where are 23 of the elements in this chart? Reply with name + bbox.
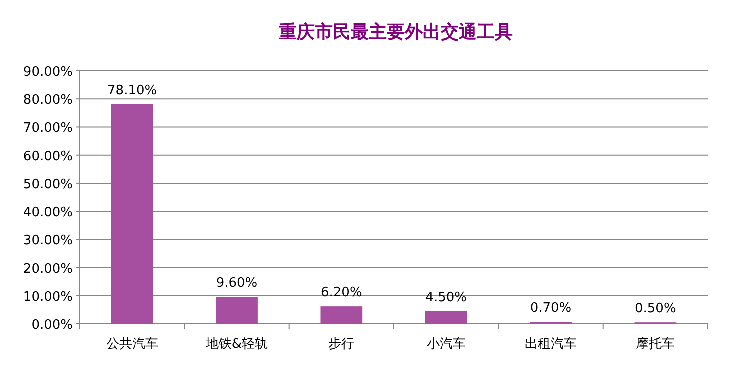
y-tick-label: 70.00% bbox=[23, 121, 73, 136]
x-tick-label: 小汽车 bbox=[426, 337, 466, 352]
y-tick-label: 30.00% bbox=[23, 234, 73, 249]
data-label: 6.20% bbox=[321, 286, 362, 301]
x-tick-label: 摩托车 bbox=[636, 337, 676, 352]
x-tick-label: 步行 bbox=[328, 337, 355, 352]
x-tick-label: 地铁&轻轨 bbox=[204, 337, 268, 352]
y-tick-label: 90.00% bbox=[23, 65, 73, 80]
y-tick-label: 10.00% bbox=[23, 290, 73, 305]
y-tick-label: 40.00% bbox=[23, 206, 73, 221]
y-tick-label: 0.00% bbox=[32, 318, 73, 333]
data-label: 78.10% bbox=[108, 83, 158, 98]
y-tick-label: 80.00% bbox=[23, 93, 73, 108]
data-label: 9.60% bbox=[216, 276, 258, 292]
y-tick-label: 50.00% bbox=[23, 177, 73, 192]
y-tick-label: 60.00% bbox=[23, 149, 73, 164]
data-label: 4.50% bbox=[426, 290, 467, 306]
y-tick-label: 20.00% bbox=[23, 262, 73, 277]
x-tick-label: 出租汽车 bbox=[525, 337, 577, 352]
data-label: 0.70% bbox=[530, 301, 572, 316]
chart-title: 重庆市民最主要外出交通工具 bbox=[278, 22, 513, 43]
x-tick-label: 公共汽车 bbox=[106, 337, 158, 352]
data-label: 0.50% bbox=[635, 302, 676, 317]
